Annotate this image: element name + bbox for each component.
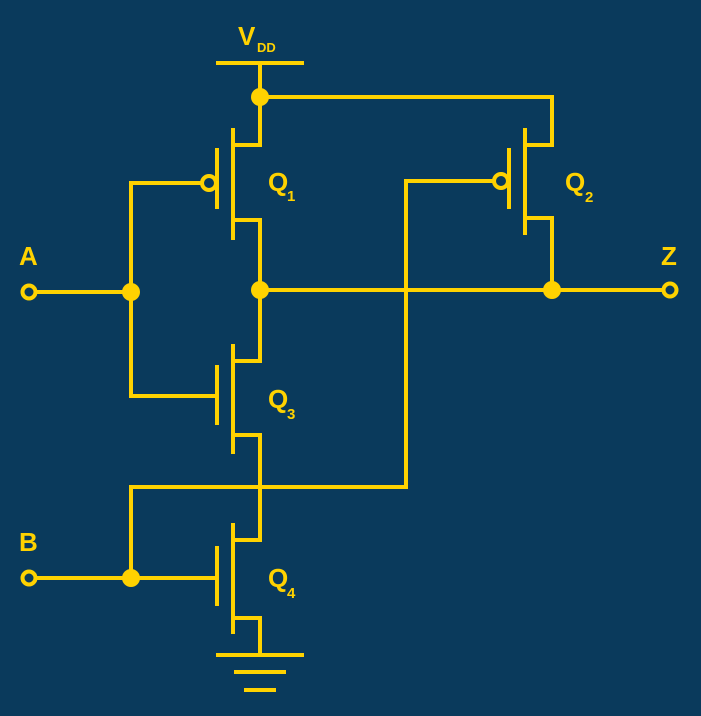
q4-label: Q [268, 563, 288, 593]
q4-label-subscript: 4 [287, 585, 296, 602]
q2-label: Q [565, 167, 585, 197]
junction-dot [251, 281, 269, 299]
q1-pmos-transistor [129, 95, 262, 292]
q2-pmos-transistor [404, 128, 554, 489]
q1-label-subscript: 1 [287, 188, 295, 205]
ground-symbol [216, 653, 304, 692]
terminal-z [661, 281, 679, 299]
junction-dot [122, 569, 140, 587]
input-a-label: A [19, 241, 38, 271]
vdd-label: V [238, 21, 256, 51]
terminal-b [20, 569, 38, 587]
junction-dot [122, 283, 140, 301]
terminal-a [20, 283, 38, 301]
output-z-label: Z [661, 241, 677, 271]
input-b-label: B [19, 527, 38, 557]
junction-dot [543, 281, 561, 299]
junction-dot [251, 88, 269, 106]
q4-nmos-transistor [215, 523, 262, 657]
q3-label-subscript: 3 [287, 406, 295, 423]
input-b-wiring [34, 485, 408, 580]
q2-label-subscript: 2 [585, 189, 593, 206]
q3-nmos-transistor [215, 288, 262, 542]
vdd-label-subscript: DD [257, 40, 276, 55]
vdd-rail [216, 61, 554, 147]
q3-label: Q [268, 384, 288, 414]
q1-label: Q [268, 167, 288, 197]
